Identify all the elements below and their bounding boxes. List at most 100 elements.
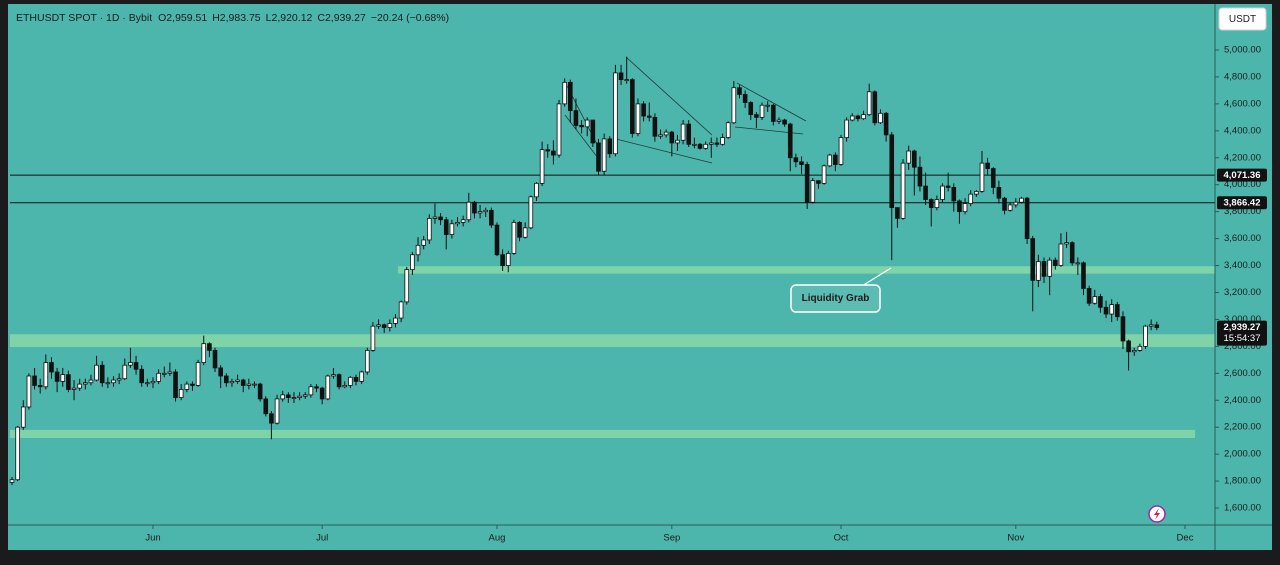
candle-body <box>353 376 359 382</box>
candle-body <box>263 398 269 415</box>
candle-body <box>66 374 71 390</box>
candle-body <box>150 380 156 384</box>
candle-body <box>398 301 404 319</box>
level-tag-label: 4,071.36 <box>1224 170 1261 181</box>
candle-body <box>624 79 629 82</box>
candle-body <box>584 119 590 128</box>
candle-body <box>844 119 849 138</box>
y-tick-label: 2,200.00 <box>1224 422 1261 433</box>
zones <box>10 266 1215 438</box>
candle-body <box>855 115 861 120</box>
candle-body <box>675 139 680 144</box>
candle-body <box>472 201 477 214</box>
candle-body <box>500 254 505 266</box>
candle-body <box>212 350 218 369</box>
candle-body <box>708 142 714 145</box>
candle-body <box>9 479 15 483</box>
candle-body <box>71 387 77 390</box>
currency-button-box[interactable] <box>1218 7 1267 31</box>
candle-body <box>641 103 646 117</box>
candle-body <box>962 203 968 213</box>
candle-body <box>872 91 878 124</box>
candle-body <box>449 223 455 235</box>
candle-body <box>1092 296 1098 304</box>
candle-body <box>883 112 889 136</box>
candle-body <box>342 385 348 388</box>
y-tick-label: 3,600.00 <box>1224 233 1261 244</box>
candle-body <box>257 383 263 400</box>
candle-body <box>505 253 511 266</box>
level-tag <box>1217 196 1267 210</box>
candle-body <box>111 379 116 384</box>
candle-body <box>460 219 466 223</box>
candle-body <box>1075 262 1081 265</box>
candle-body <box>489 209 494 226</box>
candle-body <box>680 123 686 141</box>
candle-body <box>167 371 173 374</box>
zone <box>398 266 1215 274</box>
candle-body <box>128 362 133 366</box>
candle-body <box>26 375 32 408</box>
candle-body <box>94 364 99 381</box>
annotation-box <box>790 284 881 313</box>
candle-body <box>731 87 737 124</box>
candle-body <box>618 72 624 81</box>
y-tick-label: 2,400.00 <box>1224 395 1261 406</box>
legend-close: C2,939.27 <box>317 12 366 24</box>
candle-body <box>145 382 150 385</box>
y-tick-label: 4,400.00 <box>1224 125 1261 136</box>
candle-body <box>122 364 128 380</box>
candle-body <box>669 131 675 144</box>
currency-button[interactable]: USDT <box>1218 7 1267 31</box>
y-tick-label: 1,600.00 <box>1224 503 1261 514</box>
candle-body <box>20 406 26 428</box>
candle-body <box>810 180 816 203</box>
candle-body <box>838 137 844 165</box>
candle-body <box>359 371 364 382</box>
candle-body <box>415 244 421 256</box>
candle-body <box>325 375 331 400</box>
candle-body <box>1030 238 1036 281</box>
candle-body <box>985 162 990 169</box>
candle-body <box>793 157 799 163</box>
candle-body <box>274 398 280 424</box>
chart-background <box>8 4 1272 550</box>
candle-body <box>703 143 708 149</box>
candle-body <box>940 185 945 200</box>
y-tick-label: 2,000.00 <box>1224 449 1261 460</box>
flash-bolt[interactable] <box>1154 508 1160 520</box>
level-tag-label: 3,866.42 <box>1224 198 1261 209</box>
candle-body <box>83 382 88 385</box>
currency-label[interactable]: USDT <box>1229 14 1256 25</box>
legend: ETHUSDT SPOT · 1D · Bybit O2,959.51 H2,983… <box>16 12 449 24</box>
candle-body <box>776 119 782 122</box>
candle-body <box>15 426 20 481</box>
candle-body <box>754 114 759 118</box>
candle-body <box>370 325 376 351</box>
candle-body <box>517 222 522 238</box>
trendline <box>625 56 713 136</box>
candle-body <box>223 375 229 384</box>
candle-body <box>607 138 613 155</box>
candle-body <box>658 134 663 137</box>
candle-body <box>765 104 770 107</box>
flash-icon[interactable] <box>1148 505 1166 523</box>
x-tick-label: Oct <box>834 533 849 544</box>
candle-body <box>1148 324 1154 327</box>
candle-body <box>77 383 82 389</box>
x-tick-label: Dec <box>1177 533 1194 544</box>
x-tick-label: Jun <box>145 533 160 544</box>
candle-body <box>996 187 1002 199</box>
candle-body <box>646 115 652 118</box>
candle-body <box>184 383 190 390</box>
candle-body <box>804 164 810 203</box>
candle-body <box>748 102 754 116</box>
level-tag <box>1217 168 1267 182</box>
candle-body <box>1131 350 1137 353</box>
candle-body <box>1143 325 1148 347</box>
candle-body <box>539 149 545 184</box>
candle-body <box>934 199 940 209</box>
candle-body <box>771 104 776 122</box>
